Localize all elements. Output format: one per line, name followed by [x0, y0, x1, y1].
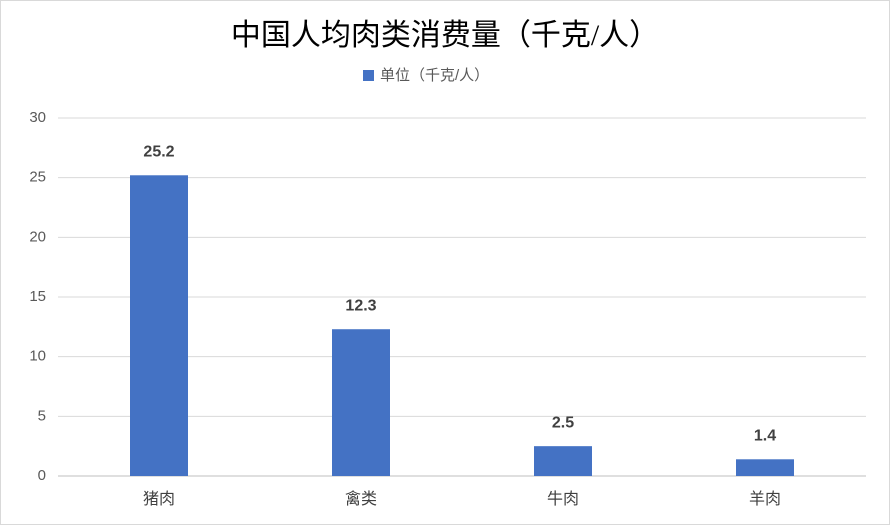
- y-tick-label: 15: [29, 288, 46, 305]
- bar: [534, 446, 592, 476]
- bar: [736, 459, 794, 476]
- y-tick-label: 30: [29, 109, 46, 126]
- legend-label: 单位（千克/人）: [380, 67, 489, 84]
- bar: [130, 175, 188, 476]
- value-label: 12.3: [345, 297, 376, 314]
- x-tick-label: 牛肉: [547, 490, 579, 508]
- x-tick-label: 羊肉: [749, 490, 781, 508]
- chart-title: 中国人均肉类消费量（千克/人）: [231, 19, 659, 52]
- value-label: 25.2: [143, 143, 174, 160]
- y-tick-label: 0: [38, 467, 46, 484]
- legend-swatch: [363, 70, 374, 81]
- y-tick-label: 20: [29, 228, 46, 245]
- x-tick-label: 猪肉: [143, 490, 175, 508]
- y-tick-label: 10: [29, 348, 46, 365]
- y-tick-label: 25: [29, 169, 46, 186]
- x-tick-label: 禽类: [345, 490, 377, 508]
- value-label: 2.5: [552, 414, 574, 431]
- bar: [332, 329, 390, 476]
- value-label: 1.4: [754, 428, 776, 445]
- y-tick-label: 5: [38, 407, 46, 424]
